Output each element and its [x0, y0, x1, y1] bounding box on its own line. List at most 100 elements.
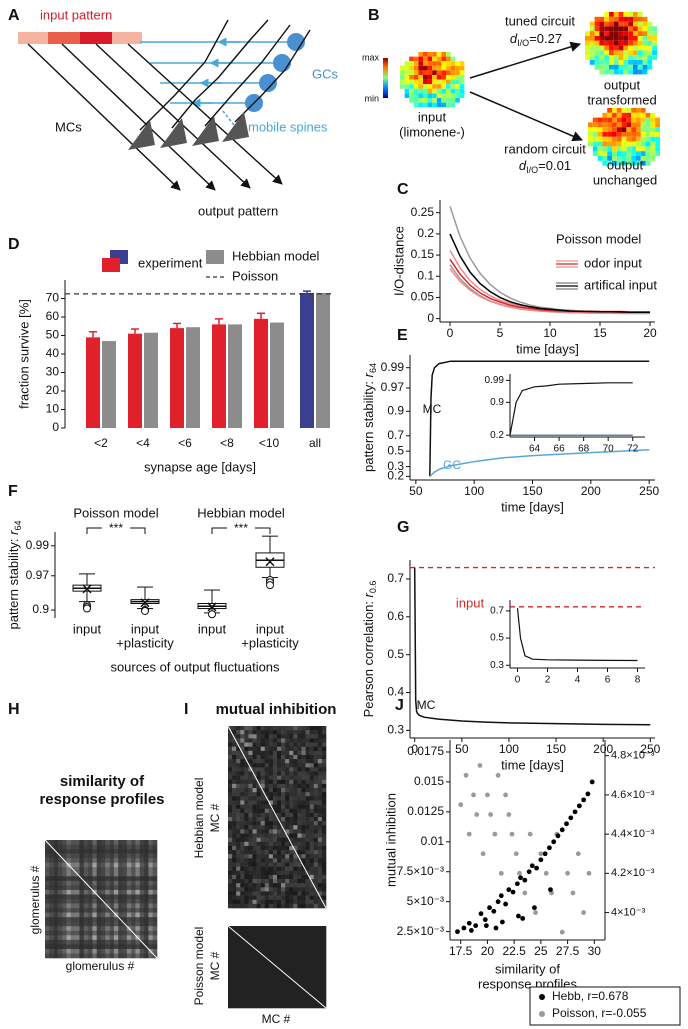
heatmap-cell: [446, 52, 451, 57]
heatmap-cell: [640, 122, 646, 128]
heatmap-cell: [589, 40, 595, 46]
matrix-cell: [244, 891, 249, 896]
matrix-cell: [309, 895, 315, 901]
heatmap-cell: [628, 40, 633, 46]
heatmap-cell: [618, 64, 624, 70]
heatmap-cell: [645, 151, 651, 156]
matrix-cell: [293, 730, 298, 735]
scatter-point: [559, 929, 565, 935]
heatmap-cell: [645, 156, 651, 161]
heatmap-cell: [613, 50, 619, 56]
matrix-cell: [252, 742, 257, 747]
matrix-cell: [272, 775, 278, 781]
matrix-cell: [135, 844, 141, 850]
y-tick-label: 7.5×10⁻³: [397, 864, 444, 878]
matrix-cell: [232, 829, 237, 834]
matrix-cell: [240, 808, 245, 814]
matrix-cell: [301, 850, 306, 855]
matrix-cell: [75, 840, 80, 845]
heatmap-cell: [604, 40, 609, 46]
heatmap-cell: [628, 55, 633, 60]
matrix-cell: [272, 837, 278, 843]
matrix-cell: [139, 917, 145, 922]
panel-letter: A: [8, 7, 20, 24]
matrix-cell: [289, 899, 294, 905]
matrix-cell: [57, 917, 63, 922]
heatmap-cell: [409, 70, 414, 75]
matrix-cell: [131, 840, 136, 845]
heatmap-cell: [441, 79, 446, 85]
heatmap-cell: [631, 156, 636, 161]
matrix-cell: [317, 738, 323, 743]
matrix-cell: [305, 796, 310, 801]
matrix-cell: [321, 833, 327, 838]
matrix-cell: [268, 854, 274, 859]
heatmap-cell: [594, 36, 600, 41]
matrix-cell: [139, 880, 145, 886]
matrix-cell: [244, 738, 249, 743]
matrix-cell: [264, 808, 270, 814]
matrix-cell: [45, 862, 50, 868]
matrix-cell: [297, 779, 302, 785]
heatmap-cell: [645, 160, 651, 166]
matrix-cell: [49, 853, 54, 859]
matrix-cell: [317, 903, 323, 909]
matrix-cell: [57, 912, 63, 918]
matrix-cell: [301, 883, 306, 888]
matrix-cell: [139, 853, 145, 859]
label-subscript: 0.6: [368, 581, 378, 594]
heatmap-cell: [409, 79, 414, 85]
matrix-cell: [252, 845, 257, 851]
matrix-cell: [252, 738, 257, 743]
matrix-cell: [105, 939, 110, 945]
matrix-cell: [79, 899, 85, 904]
matrix-cell: [252, 833, 257, 838]
matrix-cell: [236, 854, 241, 859]
matrix-cell: [101, 921, 106, 927]
scatter-point: [466, 831, 472, 837]
matrix-cell: [105, 844, 110, 850]
matrix-cell: [272, 817, 278, 822]
mean-marker: [82, 584, 92, 594]
matrix-cell: [285, 862, 290, 867]
scatter-point: [547, 845, 552, 851]
matrix-cell: [236, 775, 241, 781]
matrix-cell: [75, 953, 80, 959]
matrix-cell: [144, 862, 149, 868]
matrix-cell: [281, 763, 286, 768]
heatmap-cell: [413, 79, 419, 85]
matrix-cell: [321, 742, 327, 747]
heatmap-cell: [436, 98, 442, 103]
matrix-cell: [301, 903, 306, 909]
matrix-cell: [131, 939, 136, 945]
x-tick-label: 20: [481, 944, 495, 958]
matrix-cell: [252, 746, 257, 752]
matrix-cell: [232, 812, 237, 818]
matrix-cell: [45, 871, 50, 877]
heatmap-cell: [607, 146, 612, 152]
matrix-cell: [70, 921, 76, 927]
heatmap-cell: [459, 84, 465, 89]
matrix-cell: [309, 825, 315, 830]
heatmap-cell: [409, 75, 414, 80]
matrix-cell: [289, 792, 294, 797]
heatmap-cell: [599, 16, 605, 22]
matrix-cell: [240, 845, 245, 851]
legend-label: odor input: [584, 255, 642, 270]
matrix-cell: [228, 796, 233, 801]
matrix-cell: [313, 862, 319, 867]
matrix-cell: [293, 792, 298, 797]
heatmap-cell: [655, 146, 660, 152]
distance-label: dI/O=0.27: [510, 31, 562, 48]
heatmap-cell: [427, 61, 433, 66]
matrix-cell: [260, 800, 266, 805]
mcs-label: MCs: [55, 119, 82, 134]
heatmap-cell: [413, 93, 419, 98]
significance-bracket: [211, 527, 271, 534]
matrix-cell: [88, 953, 93, 959]
matrix-cell: [272, 833, 278, 838]
matrix-cell: [321, 792, 327, 797]
matrix-cell: [252, 779, 257, 785]
matrix-cell: [148, 953, 153, 959]
matrix-cell: [301, 759, 306, 764]
